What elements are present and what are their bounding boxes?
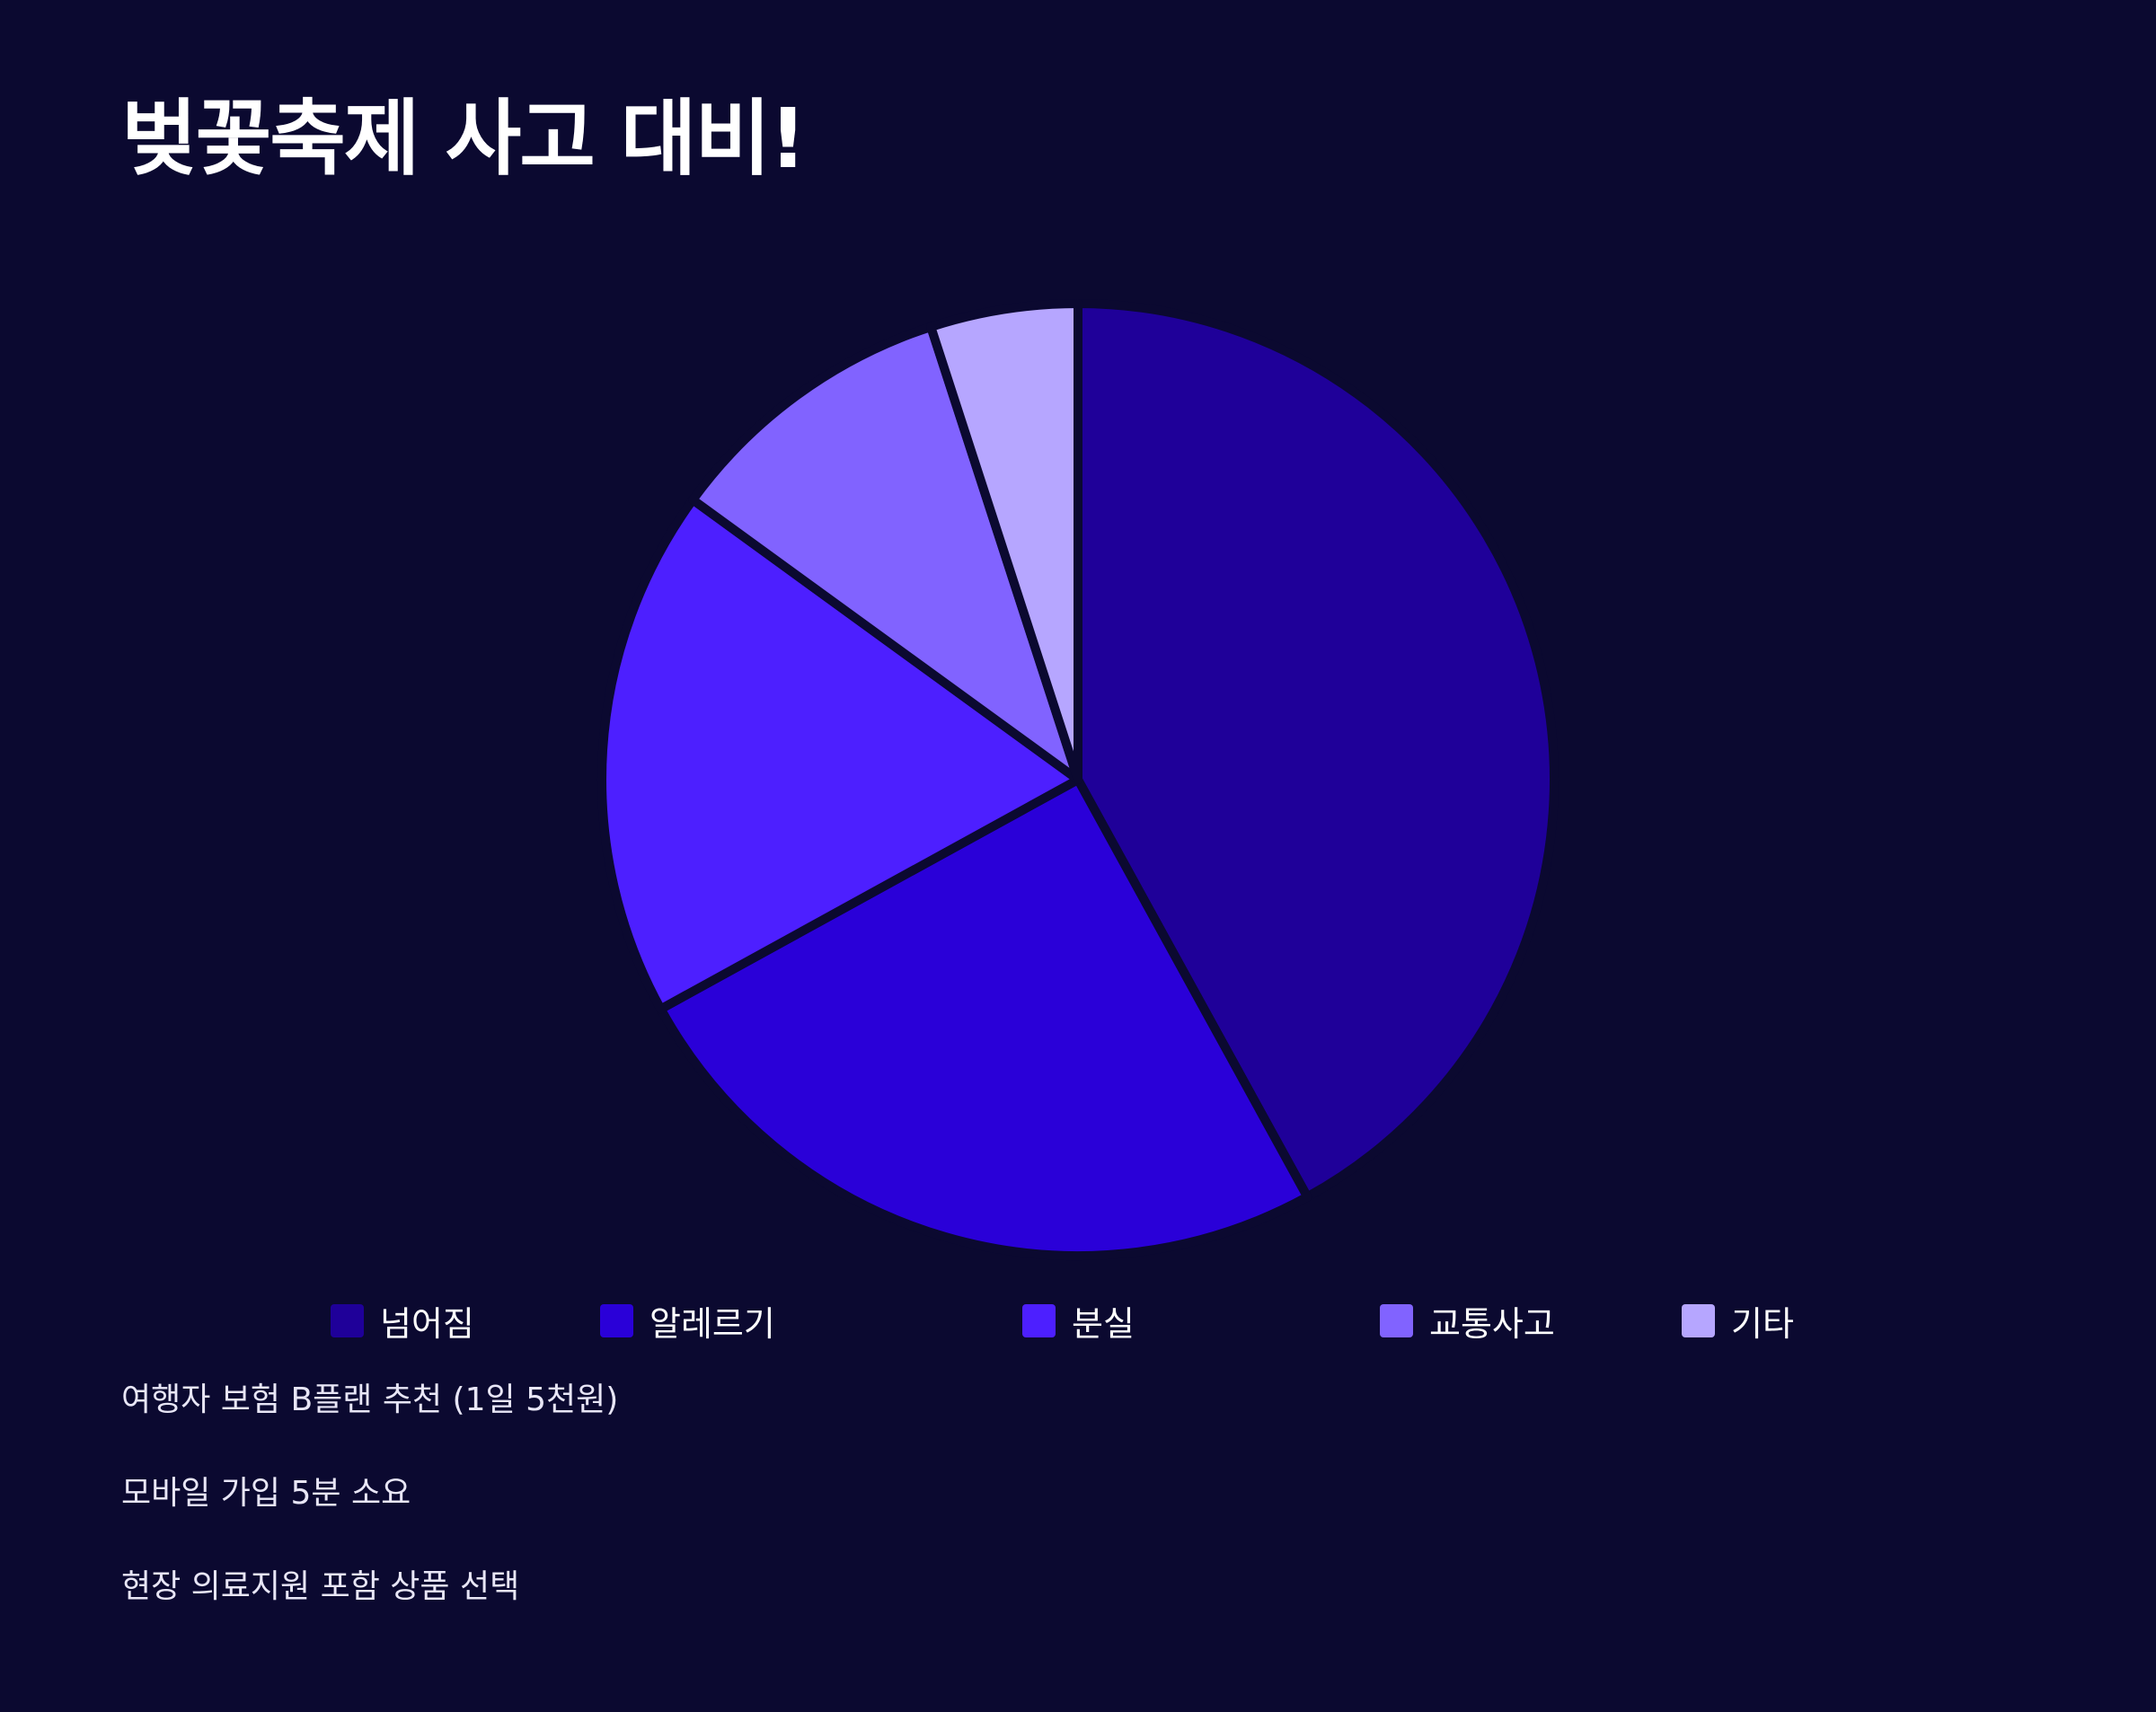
legend-swatch-4 (1682, 1303, 1715, 1337)
legend-item-0: 넘어짐 (331, 1298, 474, 1344)
note-item-2: 현장 의료지원 포함 상품 선택 (121, 1568, 520, 1605)
legend-item-1: 알레르기 (600, 1298, 775, 1344)
legend-label-0: 넘어짐 (380, 1303, 474, 1344)
pie-slice-0 (1074, 299, 1559, 1202)
pie-slice-2 (597, 495, 1082, 1014)
legend-item-3: 교통사고 (1380, 1298, 1555, 1344)
legend-swatch-3 (1380, 1303, 1413, 1337)
pie-slice-3 (688, 322, 1082, 784)
legend-label-4: 기타 (1731, 1303, 1794, 1344)
legend-item-4: 기타 (1682, 1298, 1794, 1344)
legend-swatch-0 (331, 1303, 364, 1337)
legend-item-2: 분실 (1022, 1298, 1135, 1344)
pie-slices (597, 299, 1559, 1260)
note-item-1: 모바일 가입 5분 소요 (121, 1475, 411, 1512)
legend-label-1: 알레르기 (649, 1303, 775, 1344)
legend-swatch-2 (1022, 1303, 1056, 1337)
pie-slice-4 (926, 299, 1082, 784)
legend-swatch-1 (600, 1303, 633, 1337)
notes-list: 여행자 보험 B플랜 추천 (1일 5천원) 모바일 가입 5분 소요 현장 의… (121, 1376, 618, 1656)
note-item-0: 여행자 보험 B플랜 추천 (1일 5천원) (121, 1381, 619, 1418)
legend-label-2: 분실 (1072, 1303, 1135, 1344)
legend-label-3: 교통사고 (1429, 1303, 1555, 1344)
legend: 넘어짐 알레르기 분실 교통사고 기타 (0, 1298, 2156, 1344)
chart-title: 벚꽃축제 사고 대비! (121, 91, 807, 187)
pie-slice-1 (656, 775, 1312, 1260)
